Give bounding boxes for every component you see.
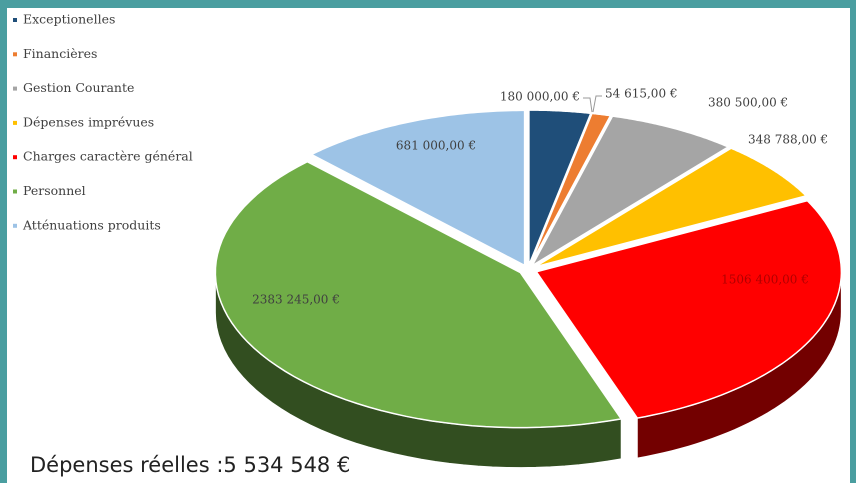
slice [214, 160, 623, 429]
legend-text: Charges caractère général [23, 149, 193, 164]
legend-text: Atténuations produits [22, 217, 161, 232]
legend-text: Exceptionelles [23, 12, 115, 27]
pie-tops [214, 109, 843, 429]
slice [529, 112, 612, 266]
legend-swatch [13, 155, 17, 160]
legend-swatch [13, 223, 17, 228]
legend-swatch [13, 52, 17, 57]
value-label: 180 000,00 € [500, 90, 580, 104]
slice [535, 199, 843, 419]
legend-text: Personnel [23, 183, 86, 198]
leader-line [583, 97, 593, 113]
legend-text: Dépenses imprévues [23, 114, 154, 129]
value-label: 380 500,00 € [708, 96, 788, 110]
caption: Dépenses réelles :5 534 548 € [30, 453, 350, 477]
legend-text: Financières [23, 46, 97, 61]
value-label: 54 615,00 € [605, 87, 678, 101]
chart: Exceptionelles Financières Gestion Courant… [13, 12, 843, 477]
value-label: 348 788,00 € [748, 133, 828, 147]
slice [534, 147, 808, 268]
legend-text: Gestion Courante [23, 80, 134, 95]
legend-swatch [13, 189, 17, 194]
legend-swatch [13, 86, 17, 91]
slice [530, 115, 730, 268]
value-label: 1506 400,00 € [721, 273, 809, 287]
leader-line [592, 95, 602, 113]
legend-swatch [13, 18, 17, 22]
legend-swatch [13, 120, 17, 125]
slice [528, 109, 592, 266]
value-label: 681 000,00 € [396, 139, 476, 153]
slice [309, 109, 526, 267]
value-label: 2383 245,00 € [252, 293, 340, 307]
